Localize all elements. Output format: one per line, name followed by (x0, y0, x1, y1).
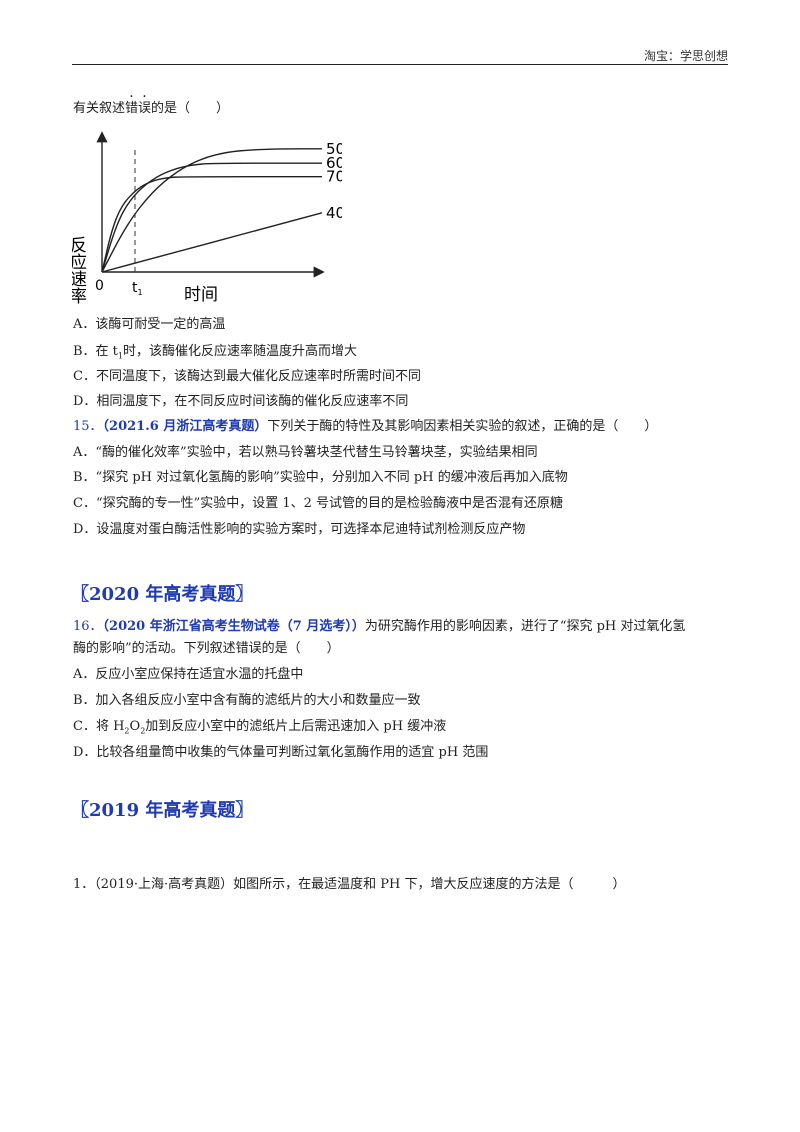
t1-label-subscript: 1 (138, 288, 143, 297)
q14-option-b-subscript: 1 (117, 351, 124, 361)
q1-number: 1． (73, 877, 95, 892)
t1-label-main: t (132, 280, 138, 296)
q16-option-c: C．将 H2O2加到反应小室中的滤纸片上后需迅速加入 pH 缓冲液 (73, 718, 446, 741)
q14-option-d: D．相同温度下，在不同反应时间该酶的催化反应速率不同 (73, 394, 409, 409)
q14-stem: 有关叙述错误的是（ ） (73, 100, 229, 118)
series-line-3 (101, 212, 323, 273)
q16-text-1: 为研究酶作用的影响因素，进行了“探究 pH 对过氧化氢 (364, 619, 686, 634)
q16-option-c-mid: O (129, 719, 141, 734)
series-label-2: 70℃ (326, 168, 342, 186)
header-source: 淘宝：学思创想 (643, 49, 728, 63)
q15-text: 下列关于酶的特性及其影响因素相关实验的叙述，正确的是（ ） (267, 419, 658, 434)
q14-stem-emphasis-1: 错 (125, 101, 138, 116)
q1-text: （2019·上海·高考真题）如图所示，在最适温度和 PH 下，增大反应速度的方法… (94, 877, 626, 892)
q16-stem-line2: 酶的影响”的活动。下列叙述错误的是（ ） (73, 641, 340, 656)
series-line-0 (101, 148, 322, 273)
x-axis-label: 时间 (184, 285, 218, 305)
q14-option-c: C．不同温度下，该酶达到最大催化反应速率时所需时间不同 (73, 369, 421, 384)
q16-option-d: D．比较各组量筒中收集的气体量可判断过氧化氢酶作用的适宜 pH 范围 (73, 745, 489, 760)
q16-option-c-sub2: 2 (140, 726, 146, 736)
q14-stem-pre: 有关叙述 (73, 101, 126, 116)
q1-stem: 1．（2019·上海·高考真题）如图所示，在最适温度和 PH 下，增大反应速度的… (73, 876, 625, 894)
series-line-1 (101, 162, 322, 273)
section-2019-title: 〖2019 年高考真题〗 (71, 800, 254, 821)
q15-number: 15． (73, 419, 103, 434)
header-divider (72, 64, 728, 65)
enzyme-rate-chart: 50℃60℃70℃ 40℃ 反应速率 0 t1 时间 (72, 131, 342, 305)
q15-option-b: B．“探究 pH 对过氧化氢酶的影响”实验中，分别加入不同 pH 的缓冲液后再加… (73, 470, 568, 485)
q14-option-b-pre: B．在 t (73, 344, 118, 359)
q15-stem: 15．（2021.6 月浙江高考真题）下列关于酶的特性及其影响因素相关实验的叙述… (73, 418, 657, 436)
series-line-2 (101, 175, 322, 273)
q14-option-a: A．该酶可耐受一定的高温 (73, 317, 226, 332)
q14-stem-post: 的是（ ） (151, 101, 230, 116)
q16-option-c-sub1: 2 (124, 726, 130, 736)
q16-source: （2020 年浙江省高考生物试卷（7 月选考）） (102, 619, 365, 634)
section-2020-title: 〖2020 年高考真题〗 (71, 584, 254, 605)
q14-option-b-post: 时，该酶催化反应速率随温度升高而增大 (123, 344, 358, 359)
q15-option-c: C．“探究酶的专一性”实验中，设置 1、2 号试管的目的是检验酶液中是否混有还原… (73, 496, 564, 511)
origin-label: 0 (95, 278, 104, 294)
q15-source: （2021.6 月浙江高考真题） (102, 419, 268, 434)
series-label-1: 60℃ (326, 154, 342, 172)
series-label-0: 50℃ (326, 140, 342, 158)
q15-option-a: A．“酶的催化效率”实验中，若以熟马铃薯块茎代替生马铃薯块茎，实验结果相同 (73, 445, 538, 460)
q16-option-b: B．加入各组反应小室中含有酶的滤纸片的大小和数量应一致 (73, 693, 421, 708)
q15-option-d: D．设温度对蛋白酶活性影响的实验方案时，可选择本尼迪特试剂检测反应产物 (73, 522, 526, 537)
q16-option-a: A．反应小室应保持在适宜水温的托盘中 (73, 667, 304, 682)
series-label-3: 40℃ (326, 204, 342, 222)
q16-stem-line1: 16．（2020 年浙江省高考生物试卷（7 月选考））为研究酶作用的影响因素，进… (73, 618, 685, 636)
q14-option-b: B．在 t1时，该酶催化反应速率随温度升高而增大 (73, 343, 357, 366)
t1-label: t1 (132, 280, 143, 297)
q16-number: 16． (73, 619, 103, 634)
q16-option-c-post: 加到反应小室中的滤纸片上后需迅速加入 pH 缓冲液 (145, 719, 447, 734)
q16-option-c-pre: C．将 H (73, 719, 125, 734)
y-axis-label: 反应速率 (72, 236, 87, 304)
q14-stem-emphasis-2: 误 (138, 101, 151, 116)
